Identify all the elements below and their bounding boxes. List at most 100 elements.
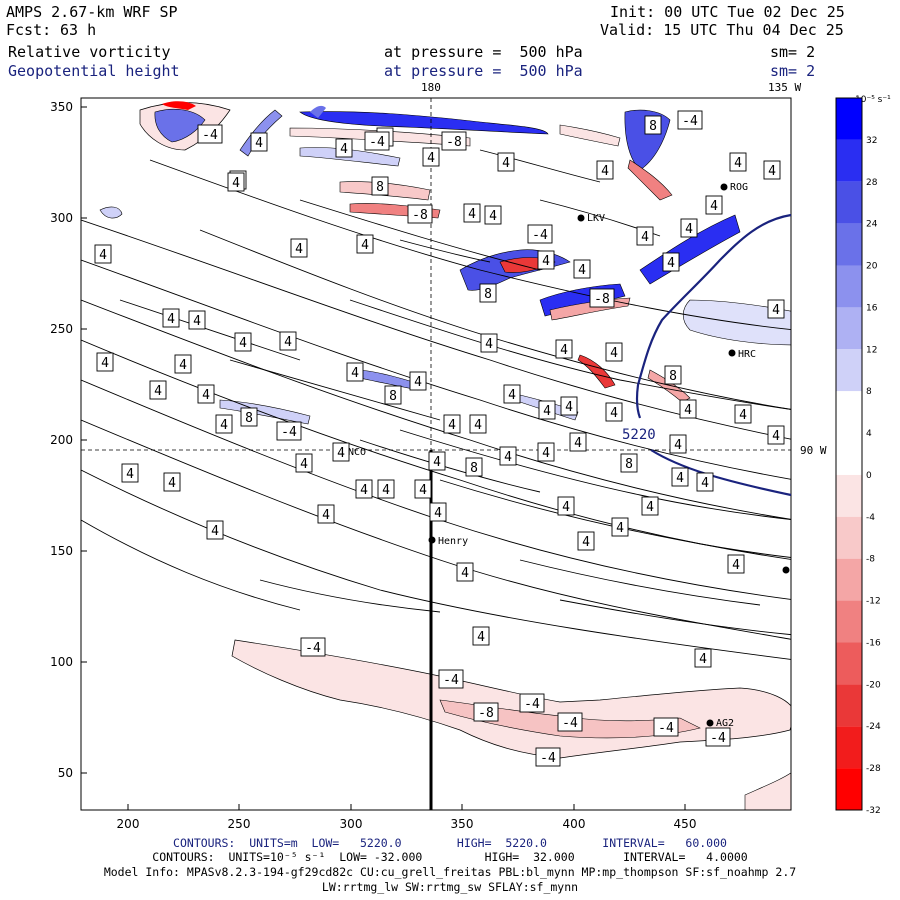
contour-label-box xyxy=(519,693,545,713)
contour-label: 8 xyxy=(389,389,397,404)
contour-label: 4 xyxy=(701,476,709,491)
contour-label-box xyxy=(538,400,556,420)
contour-label: 8 xyxy=(484,287,492,302)
contour-label-box xyxy=(680,218,698,238)
contour-label: 4 xyxy=(565,400,573,415)
colorbar-label: -24 xyxy=(866,722,881,732)
contour-label-box xyxy=(149,380,167,400)
contour-label-box xyxy=(441,131,467,151)
contour-label-box xyxy=(332,442,350,462)
station-dot-ag2 xyxy=(706,719,714,727)
field2-name: Geopotential height xyxy=(8,62,180,80)
footer-height-contours: CONTOURS: UNITS=m LOW= 5220.0 HIGH= 5220… xyxy=(173,836,727,850)
contour-label-box xyxy=(480,333,498,353)
x-tick-200: 200 xyxy=(117,817,140,831)
colorbar-label: -12 xyxy=(866,597,881,607)
contour-label: 4 xyxy=(676,471,684,486)
contour-label: -4 xyxy=(532,228,548,243)
contour-label: 4 xyxy=(337,446,345,461)
colorbar-swatch xyxy=(836,684,862,727)
contour-label: -4 xyxy=(524,697,540,712)
contour-label: 4 xyxy=(646,500,654,515)
x-tick-250: 250 xyxy=(228,817,251,831)
contour-label: 4 xyxy=(468,207,476,222)
contour-label-box xyxy=(250,132,268,152)
contour-label: -4 xyxy=(305,641,321,656)
contour-label: 4 xyxy=(295,242,303,257)
contour-label: 8 xyxy=(376,180,384,195)
colorbar-label: -32 xyxy=(866,806,881,816)
contour-label-box xyxy=(694,648,712,668)
contour-label-box xyxy=(620,453,638,473)
x-tick-450: 450 xyxy=(674,817,697,831)
contour-label: 4 xyxy=(560,343,568,358)
contour-label-box xyxy=(188,310,206,330)
contour-label-box xyxy=(734,404,752,424)
contour-label-box xyxy=(443,414,461,434)
contour-label: 4 xyxy=(433,455,441,470)
colorbar-swatch xyxy=(836,223,862,266)
contour-label: 4 xyxy=(489,209,497,224)
contour-label-box xyxy=(767,299,785,319)
contour-label: -8 xyxy=(412,208,428,223)
contour-label-box xyxy=(596,160,614,180)
colorbar-swatch xyxy=(836,98,862,140)
station-dot-henry xyxy=(428,536,436,544)
contour-label: 4 xyxy=(732,558,740,573)
contour-label: 4 xyxy=(434,506,442,521)
y-axis: 350 300 250 200 150 100 50 xyxy=(50,100,87,780)
contour-label: 8 xyxy=(669,369,677,384)
colorbar-swatch xyxy=(836,307,862,350)
model-title: AMPS 2.67-km WRF SP xyxy=(6,3,178,21)
contour-label-box xyxy=(463,203,481,223)
colorbar-swatch xyxy=(836,349,862,392)
y-tick-100: 100 xyxy=(50,655,73,669)
colorbar-label: -20 xyxy=(866,680,881,690)
height-contour-label: 5220 xyxy=(622,427,656,443)
vorticity-map: ROG LKV HRC NCO Henry AG2 5220 180 135 W… xyxy=(50,81,891,831)
colorbar-swatch xyxy=(836,558,862,601)
colorbar-swatch xyxy=(836,600,862,643)
contour-label: 4 xyxy=(99,248,107,263)
plot-frame xyxy=(80,97,792,811)
contour-label: 4 xyxy=(179,358,187,373)
contour-label: 4 xyxy=(340,142,348,157)
contour-label-box xyxy=(479,283,497,303)
contour-label: -4 xyxy=(369,135,385,150)
contour-label: 4 xyxy=(448,418,456,433)
field1-smoothing: sm= 2 xyxy=(770,43,816,61)
colorbar-label: 20 xyxy=(866,262,878,272)
colorbar-frame xyxy=(835,97,863,811)
contour-label: 4 xyxy=(578,263,586,278)
contour-label-box xyxy=(96,352,114,372)
contour-label: 4 xyxy=(300,457,308,472)
colorbar-label: -4 xyxy=(866,513,875,523)
contour-label-box xyxy=(300,637,326,657)
contour-label-box xyxy=(317,504,335,524)
contour-label: 4 xyxy=(772,429,780,444)
station-ag2: AG2 xyxy=(716,718,734,729)
colorbar-swatch xyxy=(836,433,862,475)
contour-label: 8 xyxy=(245,411,253,426)
contour-label-box xyxy=(605,402,623,422)
contour-label-box xyxy=(162,308,180,328)
contour-label-box xyxy=(422,147,440,167)
contour-label-box xyxy=(537,442,555,462)
contour-label: 4 xyxy=(461,566,469,581)
contour-label: 4 xyxy=(101,356,109,371)
contour-label: -8 xyxy=(478,706,494,721)
contour-label-box xyxy=(662,252,680,272)
contour-label-box xyxy=(227,172,245,192)
contour-label: 4 xyxy=(616,521,624,536)
contour-label-box xyxy=(121,463,139,483)
station-dot-edge xyxy=(782,566,790,574)
contour-label: 4 xyxy=(502,156,510,171)
contour-label: 4 xyxy=(574,436,582,451)
colorbar-swatch xyxy=(836,265,862,308)
colorbar-label: 12 xyxy=(866,345,877,355)
contour-label-box xyxy=(428,451,446,471)
contour-label-box xyxy=(727,554,745,574)
contour-label: -4 xyxy=(562,716,578,731)
colorbar-label: -28 xyxy=(866,764,881,774)
contour-label: 4 xyxy=(667,256,675,271)
